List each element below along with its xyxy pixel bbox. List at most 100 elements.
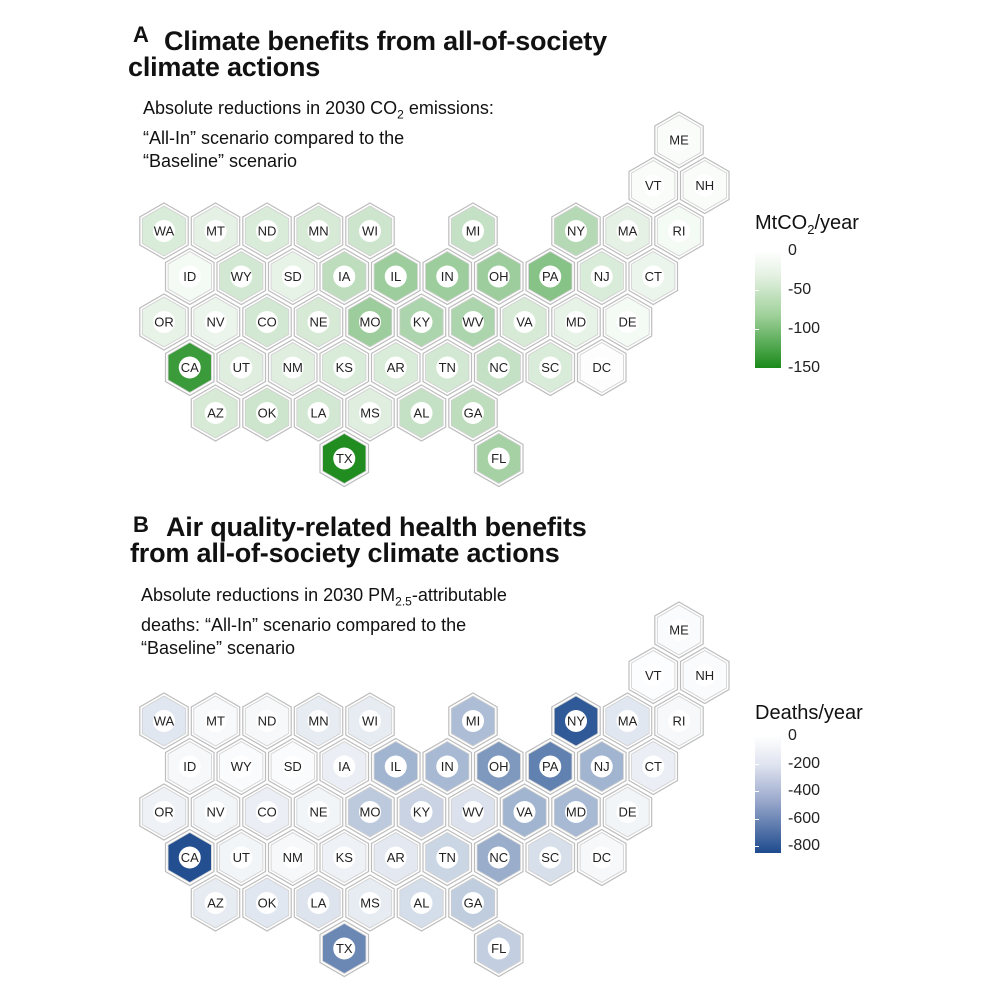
panel-b-hex-ok: OK	[242, 874, 292, 932]
panel-a-hex-ar: AR	[370, 338, 421, 397]
panel-a-hex-al: AL	[396, 384, 447, 442]
panel-a-hex-de: DE	[602, 293, 653, 351]
panel-a-hex-label-az: AZ	[207, 406, 224, 421]
panel-b-hex-label-ma: MA	[618, 714, 638, 729]
panel-b-legend-title: Deaths/year	[755, 702, 863, 724]
panel-b-hex-label-bg-wv	[462, 801, 484, 823]
panel-a-hex-nd: ND	[242, 202, 292, 260]
panel-a-hex-label-fl: FL	[491, 451, 506, 466]
panel-a-hex-label-ne: NE	[309, 315, 327, 330]
panel-a-hex-label-ut: UT	[233, 360, 250, 375]
panel-b-hex-label-mo: MO	[360, 805, 381, 820]
panel-a-hex-wi: WI	[345, 202, 395, 260]
panel-a-hex-label-id: ID	[183, 269, 196, 284]
panel-a-hex-label-bg-az	[204, 402, 227, 424]
panel-a-hex-label-nv: NV	[206, 315, 224, 330]
panel-b-title-line1: Air quality-related health benefits	[166, 512, 587, 542]
panel-b-hex-label-ny: NY	[567, 714, 585, 729]
panel-a-hex-label-wv: WV	[463, 315, 484, 330]
panel-b-hex-label-bg-or	[153, 801, 175, 823]
panel-a-hex-nv: NV	[190, 293, 241, 351]
panel-b-hex-nv: NV	[190, 783, 241, 841]
panel-b-hex-label-mn: MN	[308, 714, 328, 729]
panel-a-hex-label-al: AL	[414, 406, 430, 421]
panel-b-hex-label-bg-dc	[590, 846, 613, 869]
panel-a-hex-nc: NC	[473, 338, 524, 397]
panel-b-subtitle-pre: Absolute reductions in 2030 PM	[141, 585, 396, 605]
panel-a-hex-mo: MO	[345, 293, 395, 351]
panel-a-hex-label-ri: RI	[673, 224, 686, 239]
panel-a-hex-label-bg-wy	[230, 265, 253, 288]
panel-b-hex-mn: MN	[293, 692, 344, 750]
panel-b-hex-label-bg-fl	[487, 937, 510, 960]
panel-a-hex-label-nj: NJ	[594, 269, 610, 284]
panel-a-hex-me: ME	[654, 111, 704, 169]
panel-a-hex-label-ok: OK	[258, 406, 277, 421]
panel-a-hex-label-bg-ia	[333, 265, 356, 288]
panel-b-hex-label-bg-tn	[436, 846, 459, 869]
panel-a-hex-pa: PA	[525, 247, 576, 306]
panel-b-hex-label-bg-ok	[256, 892, 278, 914]
panel-a-hex-label-sd: SD	[284, 269, 302, 284]
panel-b-hex-label-nc: NC	[489, 850, 508, 865]
panel-b-hex-il: IL	[370, 737, 421, 796]
panel-b-hex-oh: OH	[473, 737, 524, 796]
panel-a-legend-tick-3: -150	[788, 359, 821, 376]
panel-a-hex-label-wy: WY	[231, 269, 252, 284]
panel-a-hex-label-bg-dc	[590, 356, 613, 379]
panel-a-hex-label-bg-ky	[410, 311, 433, 333]
panel-a-hex-label-bg-nv	[204, 311, 227, 333]
panel-a-hex-label-va: VA	[516, 315, 533, 330]
panel-b-hex-ia: IA	[319, 737, 370, 796]
panel-a-legend-colorbar	[755, 251, 781, 368]
panel-a-hex-label-bg-ma	[616, 220, 639, 242]
panel-a-hex-label-bg-al	[410, 402, 433, 424]
panel-a-hex-label-pa: PA	[542, 269, 559, 284]
panel-a-hex-label-nm: NM	[283, 360, 303, 375]
panel-b-hex-label-bg-la	[307, 892, 330, 914]
panel-a-hex-in: IN	[422, 247, 473, 306]
panel-b-hex-label-tx: TX	[336, 941, 353, 956]
panel-b-hex-label-fl: FL	[491, 941, 506, 956]
panel-a-hex-mt: MT	[190, 202, 241, 260]
panel-a-hex-tn: TN	[422, 338, 473, 397]
panel-b-legend-tick-mark-1	[755, 763, 759, 765]
panel-a-hex-label-bg-ny	[565, 220, 587, 242]
panel-b-hex-label-bg-ut	[230, 846, 253, 869]
panel-b-hex-nd: ND	[242, 692, 292, 750]
panel-a-hex-ma: MA	[602, 202, 653, 260]
panel-a-hex-va: VA	[499, 293, 550, 351]
panel-b-hex-label-sd: SD	[284, 759, 302, 774]
panel-b-hex-vt: VT	[628, 646, 679, 705]
panel-b-hex-ut: UT	[216, 828, 267, 887]
panel-b-hex-id: ID	[164, 737, 215, 796]
panel-a-hex-label-bg-wa	[153, 220, 175, 242]
panel-a-hex-label-bg-ks	[333, 356, 356, 379]
panel-b-hex-label-nj: NJ	[594, 759, 610, 774]
panel-b-hex-ca: CA	[164, 828, 215, 887]
panel-a-hex-label-md: MD	[566, 315, 586, 330]
panel-b-hex-label-bg-ky	[410, 801, 433, 823]
panel-b-hex-mt: MT	[190, 692, 241, 750]
panel-b-hex-az: AZ	[190, 874, 241, 932]
panel-b-hex-label-de: DE	[618, 805, 636, 820]
panel-b-hex-label-bg-wy	[230, 755, 253, 778]
panel-a-hex-label-bg-vt	[642, 174, 665, 197]
panel-b-hex-label-wa: WA	[154, 714, 175, 729]
panel-a-hex-label-bg-nd	[256, 220, 278, 242]
panel-a-hex-map: ME VT NH WA MT ND MN WI MI NY MA RI ID WY SD IA IL IN OH PA…	[139, 111, 730, 488]
panel-a-hex-ri: RI	[654, 202, 704, 260]
panel-b-hex-label-ar: AR	[387, 850, 405, 865]
panel-a-legend-tick-1: -50	[788, 281, 812, 298]
panel-b-hex-label-bg-ga	[462, 892, 484, 914]
panel-a-hex-label-bg-oh	[487, 265, 510, 288]
panel-b-hex-label-ok: OK	[258, 896, 277, 911]
panel-a-hex-label-bg-mn	[307, 220, 330, 242]
panel-b-hex-fl: FL	[473, 919, 524, 978]
panel-a-hex-label-tn: TN	[439, 360, 456, 375]
panel-a-hex-sc: SC	[525, 338, 576, 397]
panel-a-hex-label-bg-mt	[204, 220, 227, 242]
panel-b-hex-label-nm: NM	[283, 850, 303, 865]
panel-b-hex-la: LA	[293, 874, 344, 932]
panel-b-hex-in: IN	[422, 737, 473, 796]
